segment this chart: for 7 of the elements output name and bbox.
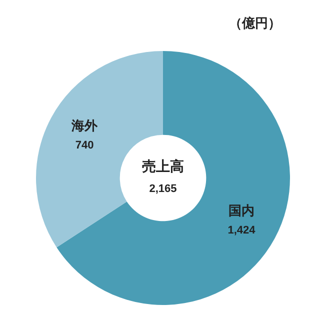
slice-label: 海外 <box>70 118 98 134</box>
text: 2,165 <box>149 183 177 196</box>
data-label: 740 <box>75 140 94 152</box>
data-label: 1,424 <box>228 224 256 237</box>
slice-label: 国内 <box>228 203 254 218</box>
chart-title: （億円） <box>229 16 281 31</box>
text: 売上高 <box>142 158 184 174</box>
